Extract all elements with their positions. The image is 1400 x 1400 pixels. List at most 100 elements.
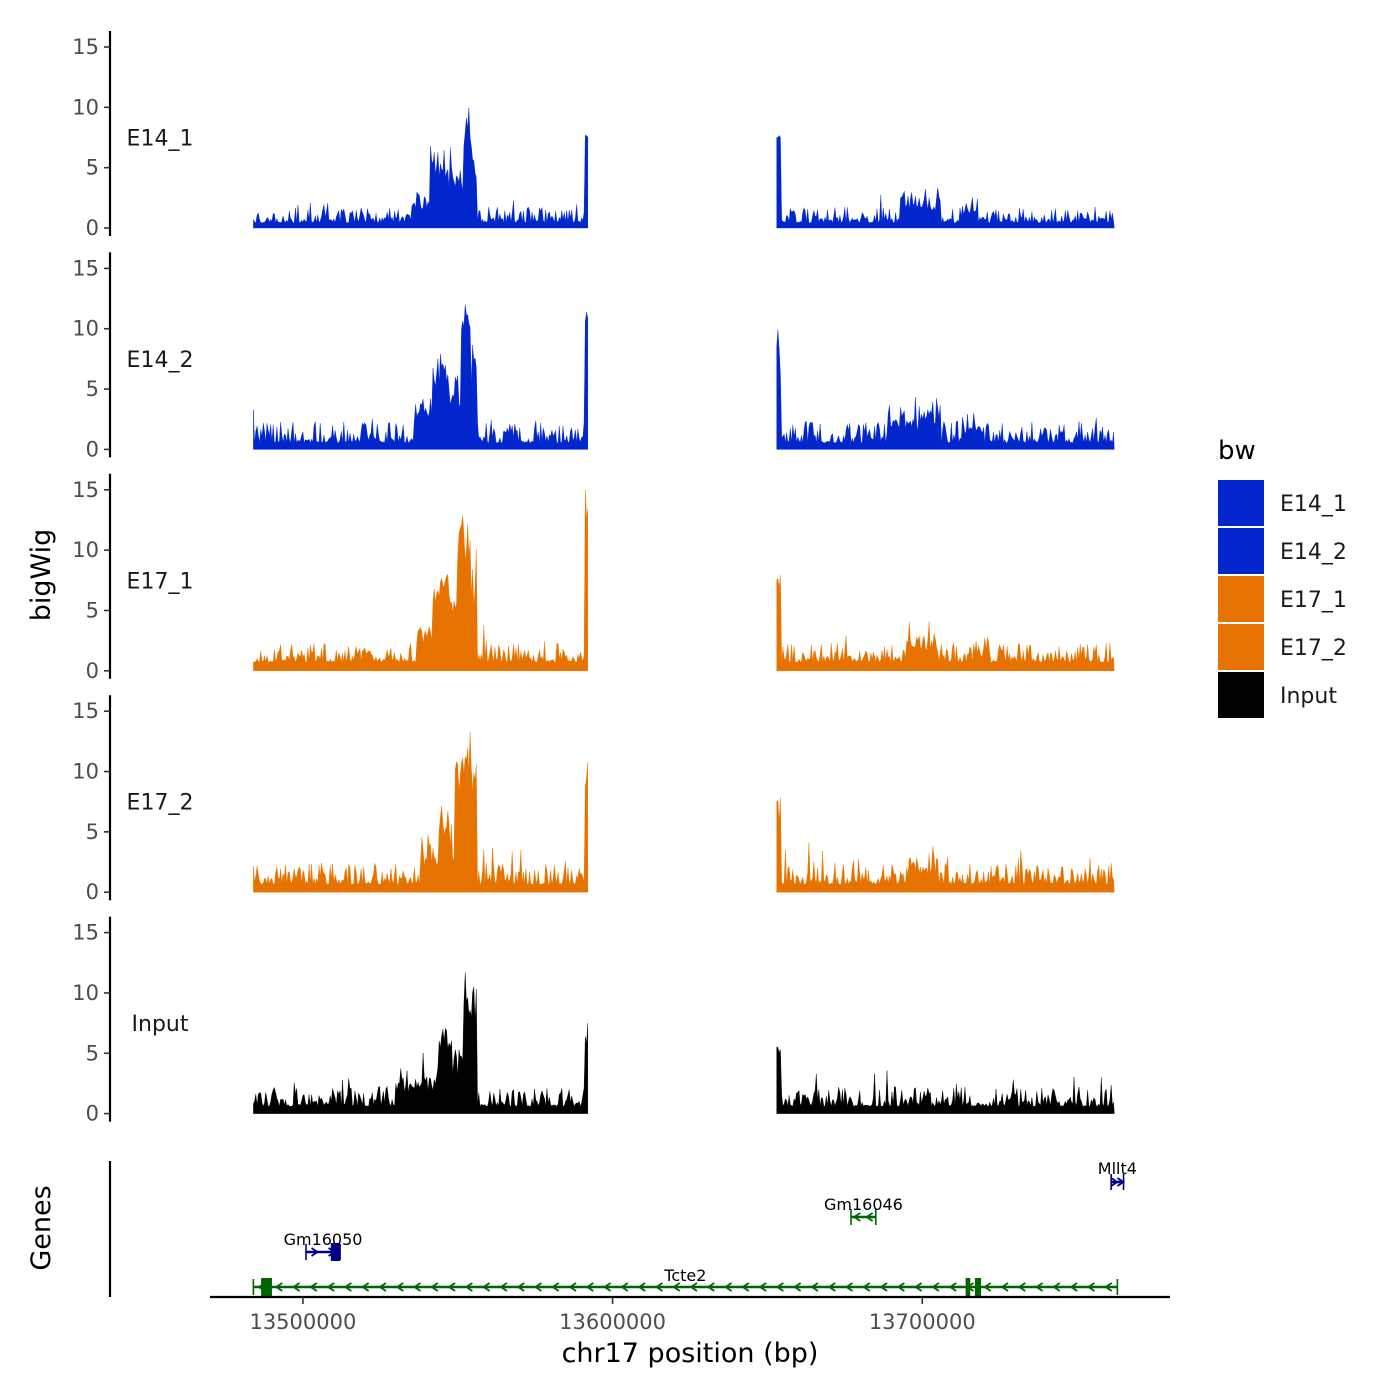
legend-label: Input <box>1280 684 1337 709</box>
strand-arrow <box>775 1282 784 1292</box>
y-tick-label: 0 <box>86 437 99 461</box>
strand-arrow <box>723 1282 733 1292</box>
track-label: E17_1 <box>127 569 194 594</box>
strand-arrow <box>793 1282 802 1292</box>
legend-label: E14_1 <box>1280 492 1347 517</box>
signal-area-right <box>776 135 1115 229</box>
y-tick-label: 10 <box>72 317 99 341</box>
strand-arrow <box>274 1282 283 1292</box>
legend-swatch <box>1218 672 1264 718</box>
strand-arrow <box>914 1282 923 1292</box>
x-axis-title: chr17 position (bp) <box>562 1338 819 1369</box>
y-tick-label: 10 <box>72 760 99 784</box>
track-label: E14_1 <box>127 127 194 152</box>
gene-label: Mllt4 <box>1098 1159 1137 1178</box>
y-tick-label: 0 <box>86 880 99 904</box>
gene-tcte2: Tcte2 <box>252 1266 1119 1296</box>
gene-label: Gm16046 <box>824 1195 903 1214</box>
y-tick-label: 15 <box>72 35 99 59</box>
strand-arrow <box>361 1282 370 1292</box>
tracks-layer: 0 5 10 15 E14_1 0 5 10 15 E14_2 0 5 10 15 E17_1 0 5 10 15 E… <box>72 31 1115 1126</box>
strand-arrow <box>672 1282 681 1292</box>
legend-label: E14_2 <box>1280 540 1347 565</box>
strand-arrow <box>585 1282 594 1292</box>
y-tick-label: 5 <box>86 377 99 401</box>
strand-arrow <box>447 1282 456 1292</box>
y-axis-title: bigWig <box>26 529 57 622</box>
strand-arrow <box>620 1282 629 1292</box>
gene-label: Tcte2 <box>663 1266 706 1285</box>
strand-arrow <box>862 1282 871 1292</box>
strand-arrow <box>1086 1282 1095 1292</box>
strand-arrow <box>1110 1177 1119 1187</box>
strand-arrow <box>291 1282 301 1292</box>
strand-arrow <box>309 1282 318 1292</box>
strand-arrow <box>879 1282 888 1292</box>
strand-arrow <box>741 1282 750 1292</box>
genes-panel: Tcte2 Gm16050 Gm16046 Mllt4 <box>108 1159 1137 1297</box>
strand-arrow <box>412 1282 422 1292</box>
strand-arrow <box>499 1282 508 1292</box>
strand-arrow <box>654 1282 663 1292</box>
x-tick-label: 13500000 <box>249 1310 356 1334</box>
strand-arrow <box>1034 1282 1044 1292</box>
track-panel-input: 0 5 10 15 Input <box>72 916 1115 1126</box>
y-tick-label: 5 <box>86 820 99 844</box>
strand-arrow <box>1000 1282 1009 1292</box>
strand-arrow <box>326 1282 335 1292</box>
legend-item-e14_1: E14_1 <box>1218 480 1347 526</box>
y-tick-label: 0 <box>86 1102 99 1126</box>
signal-area-left <box>253 304 588 450</box>
gene-exon <box>974 1278 982 1296</box>
strand-arrow <box>827 1282 836 1292</box>
track-label: Input <box>132 1012 189 1037</box>
gene-exon <box>330 1243 341 1261</box>
strand-arrow <box>689 1282 698 1292</box>
strand-arrow <box>1104 1282 1113 1292</box>
signal-area-left <box>253 972 588 1114</box>
x-axis: 13500000 13600000 13700000 <box>210 1295 1170 1334</box>
strand-arrow <box>637 1282 646 1292</box>
strand-arrow <box>844 1282 854 1292</box>
y-tick-label: 15 <box>72 256 99 280</box>
y-tick-label: 10 <box>72 538 99 562</box>
track-panel-e14_2: 0 5 10 15 E14_2 <box>72 252 1115 461</box>
track-panel-e17_2: 0 5 10 15 E17_2 <box>72 695 1115 904</box>
gene-mllt4: Mllt4 <box>1098 1159 1137 1190</box>
strand-arrow <box>378 1282 387 1292</box>
strand-arrow <box>464 1282 473 1292</box>
gene-exon <box>261 1278 272 1296</box>
strand-arrow <box>311 1247 320 1257</box>
y-tick-label: 0 <box>86 216 99 240</box>
strand-arrow <box>864 1212 874 1222</box>
x-tick-label: 13600000 <box>559 1310 666 1334</box>
legend-swatch <box>1218 528 1264 574</box>
y-tick-label: 15 <box>72 921 99 945</box>
strand-arrow <box>706 1282 715 1292</box>
strand-arrow <box>343 1282 352 1292</box>
y-tick-label: 0 <box>86 659 99 683</box>
signal-area-right <box>776 329 1115 450</box>
strand-arrow <box>852 1212 861 1222</box>
strand-arrow <box>983 1282 992 1292</box>
track-label: E17_2 <box>127 791 194 816</box>
strand-arrow <box>758 1282 767 1292</box>
strand-arrow <box>1052 1282 1061 1292</box>
signal-area-right <box>776 575 1115 671</box>
signal-area-right <box>776 797 1115 893</box>
strand-arrow <box>1017 1282 1026 1292</box>
legend-item-e17_2: E17_2 <box>1218 624 1347 670</box>
y-tick-label: 10 <box>72 981 99 1005</box>
genes-axis-title: Genes <box>26 1185 57 1270</box>
signal-area-left <box>253 732 588 893</box>
y-tick-label: 15 <box>72 699 99 723</box>
track-panel-e17_1: 0 5 10 15 E17_1 <box>72 473 1115 683</box>
strand-arrow <box>430 1282 439 1292</box>
strand-arrow <box>568 1282 577 1292</box>
strand-arrow <box>810 1282 819 1292</box>
legend-item-e17_1: E17_1 <box>1218 576 1347 622</box>
strand-arrow <box>948 1282 957 1292</box>
gene-gm16050: Gm16050 <box>284 1230 362 1261</box>
strand-arrow <box>533 1282 542 1292</box>
